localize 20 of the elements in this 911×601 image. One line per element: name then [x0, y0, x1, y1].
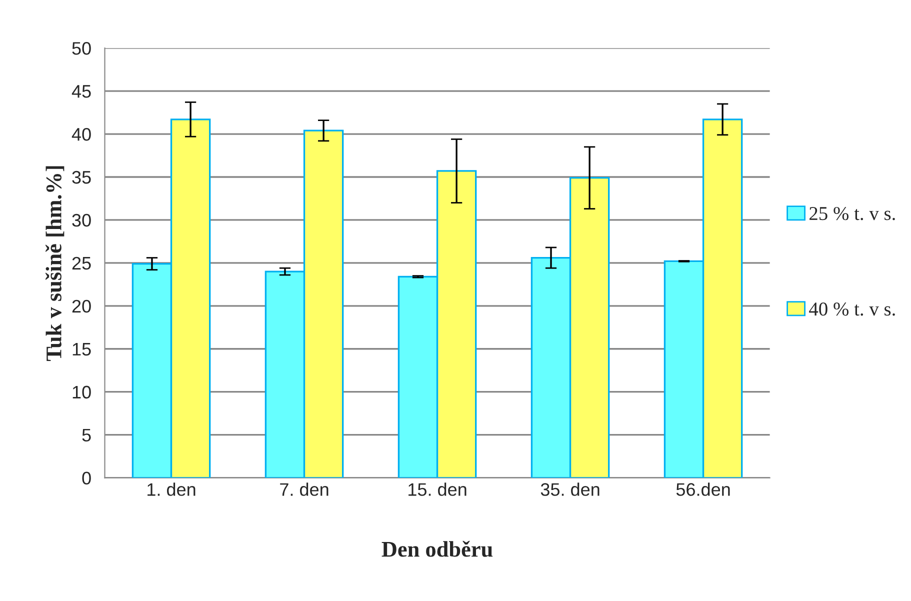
x-tick-label: 7. den [280, 482, 328, 496]
x-tick-label: 1. den [148, 482, 196, 496]
y-tick-label: 50 [72, 42, 91, 55]
x-axis-title: Den odběru [382, 540, 493, 557]
y-axis-title: Tuk v sušině [hm.%] [46, 166, 64, 361]
y-tick-label: 5 [82, 428, 91, 442]
y-tick-label: 40 [72, 128, 91, 141]
y-tick-label: 25 [72, 256, 91, 270]
x-tick-label: 56.den [676, 482, 730, 496]
y-tick-label: 0 [82, 472, 91, 485]
y-tick-label: 10 [72, 386, 91, 399]
y-tick-label: 20 [72, 300, 91, 313]
x-tick-label: 15. den [408, 482, 466, 496]
legend-label: 25 % t. v s. [810, 206, 895, 220]
y-tick-label: 30 [72, 214, 91, 227]
x-tick-label: 35. den [540, 482, 600, 496]
legend-label: 40 % t. v s. [809, 302, 895, 316]
y-tick-label: 15 [72, 343, 91, 356]
y-tick-label: 45 [72, 85, 91, 98]
y-tick-label: 35 [72, 170, 91, 184]
